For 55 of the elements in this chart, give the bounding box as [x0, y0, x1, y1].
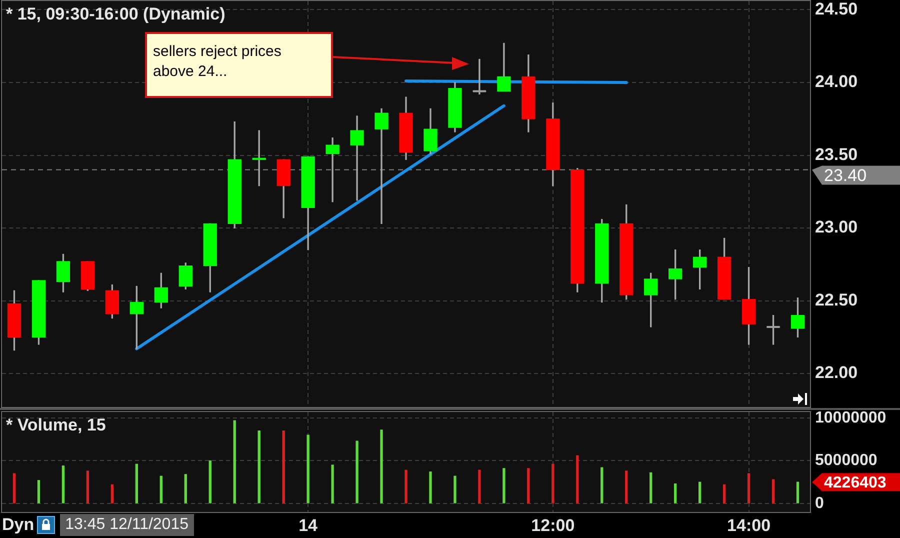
chart-title: * 15, 09:30-16:00 (Dynamic): [6, 4, 226, 24]
bar: [600, 467, 604, 504]
bar: [356, 440, 358, 504]
x-tick-label: 12:00: [531, 516, 575, 535]
y-tick-label: 24.50: [815, 0, 858, 18]
text: 4226403: [824, 474, 886, 492]
candlestick: [326, 137, 340, 202]
bar: [160, 476, 162, 504]
x-tick-label: 14:00: [727, 516, 771, 535]
bar: [135, 464, 138, 504]
bar: [258, 430, 260, 504]
bar: [429, 472, 432, 504]
y-tick-label: 22.50: [815, 290, 858, 310]
bar: [404, 470, 408, 504]
ref-line-label: 23.40: [824, 166, 867, 185]
bar: [208, 460, 212, 504]
bar: [796, 482, 800, 504]
bar: [110, 484, 114, 504]
bar: [86, 470, 90, 504]
bar: [306, 434, 310, 504]
bar: [233, 420, 236, 504]
bar: [650, 472, 652, 504]
bar: [747, 473, 750, 504]
bar: [527, 468, 530, 504]
y-tick-label: 5000000: [815, 452, 878, 470]
chart-title: * Volume, 15: [6, 416, 106, 435]
bar: [772, 479, 775, 504]
y-tick-label: 23.00: [815, 218, 858, 237]
bar: [625, 470, 628, 504]
bar: [698, 482, 702, 504]
bar: [502, 468, 506, 504]
y-tick-label: 23.50: [815, 144, 858, 164]
candlestick: [374, 108, 388, 224]
bar: [454, 476, 456, 504]
candlestick: [350, 116, 364, 201]
bar: [552, 464, 554, 504]
bar: [37, 480, 40, 504]
y-tick-label: 0: [815, 494, 824, 512]
bar: [380, 430, 383, 504]
bar: [62, 466, 65, 504]
text: Dyn: [2, 514, 34, 536]
bar: [282, 430, 285, 504]
bar: [184, 474, 187, 504]
bar: [478, 470, 481, 504]
bar: [12, 473, 16, 504]
y-tick-label: 22.00: [815, 363, 858, 382]
bar: [674, 483, 677, 504]
y-tick-label: 24.00: [815, 72, 858, 92]
text: 13:45 12/11/2015: [60, 514, 194, 536]
y-tick-label: 10000000: [815, 409, 886, 426]
bar: [576, 455, 579, 504]
bar: [331, 464, 334, 504]
annotation: sellers reject prices above 24...: [153, 42, 282, 82]
x-tick-label: 14: [298, 516, 318, 535]
bar: [722, 484, 726, 504]
